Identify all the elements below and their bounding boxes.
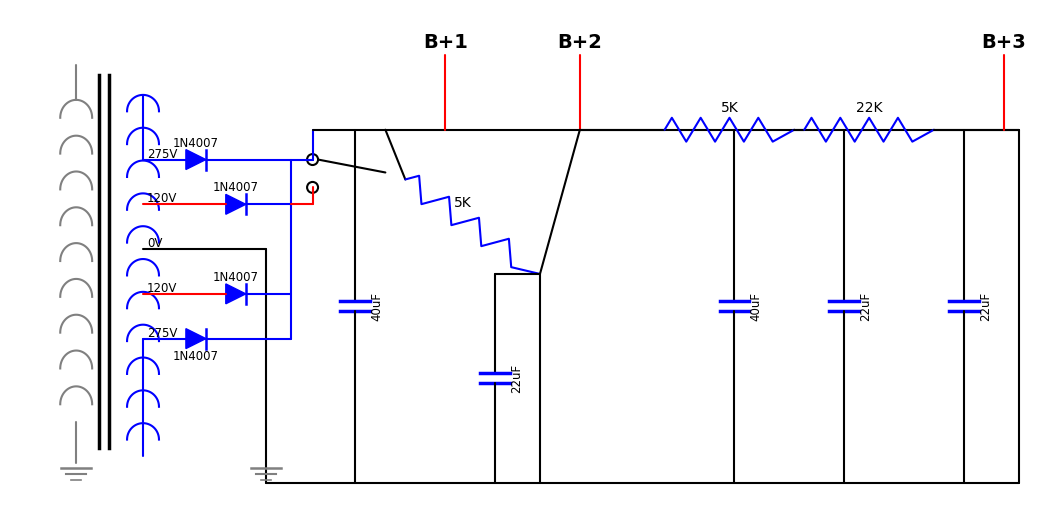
Text: 22uF: 22uF bbox=[979, 291, 992, 321]
Text: 40uF: 40uF bbox=[750, 292, 763, 321]
Text: 275V: 275V bbox=[147, 148, 177, 161]
Text: B+3: B+3 bbox=[981, 33, 1026, 52]
Text: 275V: 275V bbox=[147, 326, 177, 340]
Text: 22uF: 22uF bbox=[510, 364, 524, 393]
Text: 0V: 0V bbox=[147, 237, 162, 250]
Text: 120V: 120V bbox=[147, 282, 177, 295]
Text: B+1: B+1 bbox=[423, 33, 467, 52]
Text: 1N4007: 1N4007 bbox=[173, 136, 219, 150]
Text: 120V: 120V bbox=[147, 193, 177, 205]
Text: 1N4007: 1N4007 bbox=[212, 271, 259, 284]
Polygon shape bbox=[226, 194, 245, 214]
Text: 22K: 22K bbox=[856, 101, 883, 115]
Text: 40uF: 40uF bbox=[371, 292, 383, 321]
Text: 5K: 5K bbox=[453, 196, 472, 210]
Text: 5K: 5K bbox=[721, 101, 738, 115]
Text: 1N4007: 1N4007 bbox=[173, 351, 219, 363]
Polygon shape bbox=[186, 329, 206, 349]
Polygon shape bbox=[186, 150, 206, 169]
Text: 1N4007: 1N4007 bbox=[212, 181, 259, 194]
Text: B+2: B+2 bbox=[558, 33, 602, 52]
Text: 22uF: 22uF bbox=[859, 291, 872, 321]
Polygon shape bbox=[226, 284, 245, 304]
